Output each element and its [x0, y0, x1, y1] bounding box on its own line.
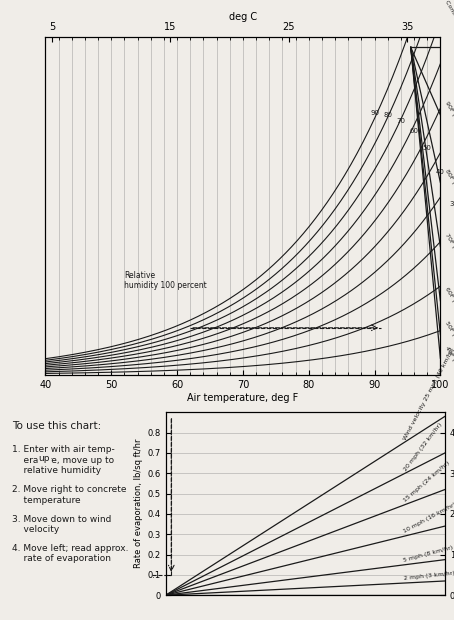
Text: 40: 40 [436, 169, 445, 175]
Text: up: up [39, 454, 50, 463]
Text: Wind velocity 25 mph (40 km/hr): Wind velocity 25 mph (40 km/hr) [403, 347, 454, 441]
Text: Relative
humidity 100 percent: Relative humidity 100 percent [124, 271, 207, 290]
Text: 70F (21C): 70F (21C) [444, 232, 454, 261]
Text: 60F (16C): 60F (16C) [444, 286, 454, 315]
Text: 50: 50 [423, 145, 432, 151]
Text: 4. Move left; read approx.
    rate of evaporation: 4. Move left; read approx. rate of evapo… [12, 544, 129, 564]
Text: To use this chart:: To use this chart: [12, 422, 102, 432]
Text: 20 mph (32 km/hr): 20 mph (32 km/hr) [403, 422, 443, 472]
Text: 80: 80 [383, 112, 392, 118]
Text: 90: 90 [370, 110, 379, 115]
Text: 3. Move down to wind
    velocity: 3. Move down to wind velocity [12, 515, 112, 534]
Text: 40F (4C): 40F (4C) [444, 345, 454, 371]
Text: 30: 30 [449, 201, 454, 207]
Text: 15 mph (24 km/hr): 15 mph (24 km/hr) [403, 461, 451, 503]
Text: 60: 60 [410, 128, 419, 135]
Text: 2 mph (3 km/hr): 2 mph (3 km/hr) [403, 571, 454, 581]
X-axis label: Air temperature, deg F: Air temperature, deg F [187, 392, 299, 403]
X-axis label: deg C: deg C [229, 12, 257, 22]
Text: 5 mph (8 km/hr): 5 mph (8 km/hr) [403, 545, 454, 563]
Y-axis label: Rate of evaporation, lb/sq ft/hr: Rate of evaporation, lb/sq ft/hr [134, 439, 143, 569]
Text: 90F (32C): 90F (32C) [444, 100, 454, 130]
Text: 70: 70 [396, 118, 405, 123]
Text: Concrete temperature 100F (38C): Concrete temperature 100F (38C) [444, 0, 454, 95]
Text: 1. Enter with air temp-
    erature, move up to
    relative humidity: 1. Enter with air temp- erature, move up… [12, 445, 115, 475]
Text: 50F (10C): 50F (10C) [444, 320, 454, 349]
Text: 2. Move right to concrete
    temperature: 2. Move right to concrete temperature [12, 485, 127, 505]
Text: 10 mph (16 km/hr): 10 mph (16 km/hr) [403, 502, 454, 534]
Text: 80F (27C): 80F (27C) [444, 168, 454, 197]
